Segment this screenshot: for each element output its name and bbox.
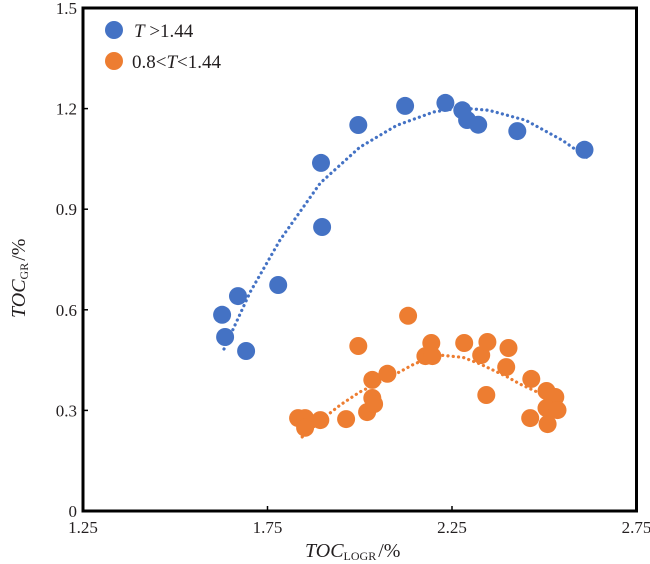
y-tick-label: 1.2 bbox=[56, 100, 77, 119]
data-point-series-1-5 bbox=[349, 337, 368, 355]
y-tick-label: 1.5 bbox=[56, 0, 77, 18]
data-point-series-1-15 bbox=[455, 334, 474, 352]
data-point-series-1-19 bbox=[499, 339, 518, 357]
x-axis-title-unit: /% bbox=[378, 540, 400, 562]
y-axis-title-unit: /% bbox=[8, 239, 30, 261]
data-point-series-1-20 bbox=[497, 358, 516, 377]
data-point-series-1-27 bbox=[538, 415, 557, 434]
data-point-series-1-13 bbox=[422, 334, 441, 352]
x-axis-title-main: TOC bbox=[305, 540, 344, 562]
data-point-series-0-8 bbox=[396, 96, 415, 115]
legend-label-0.8-t-1.44: 0.8<T<1.44 bbox=[132, 52, 222, 73]
data-point-series-1-22 bbox=[521, 409, 540, 428]
data-point-series-0-4 bbox=[269, 276, 288, 294]
data-point-series-1-3 bbox=[311, 411, 330, 430]
x-tick-label: 2.25 bbox=[437, 518, 467, 537]
x-tick-label: 1.25 bbox=[68, 518, 98, 537]
legend-pre: 0.8< bbox=[132, 52, 166, 73]
data-point-series-1-21 bbox=[522, 369, 541, 388]
x-tick-label: 2.75 bbox=[622, 518, 650, 537]
y-axis-title: TOCGR /% bbox=[8, 239, 31, 318]
y-axis-title-sub: GR bbox=[17, 263, 31, 280]
data-point-series-1-11 bbox=[399, 306, 418, 325]
legend-italic-t: T bbox=[166, 52, 178, 73]
data-point-series-0-13 bbox=[508, 122, 527, 141]
data-point-series-1-17 bbox=[478, 333, 497, 351]
data-point-series-0-14 bbox=[575, 140, 594, 159]
legend: T >1.44 0.8<T<1.44 bbox=[105, 21, 222, 73]
data-point-series-0-7 bbox=[349, 116, 368, 134]
legend-italic-t: T bbox=[134, 21, 146, 42]
data-point-series-1-2 bbox=[296, 418, 315, 437]
axis-ticks: 1.25 1.75 2.25 2.75 0 0.3 0.6 0.9 1.2 1.5 bbox=[56, 0, 650, 537]
trendline-series-1 bbox=[300, 353, 569, 439]
data-point-series-0-0 bbox=[213, 305, 232, 324]
x-axis-title: TOCLOGR/% bbox=[305, 540, 400, 563]
y-tick-label: 0.9 bbox=[56, 200, 77, 219]
legend-marker-0.8-t-1.44 bbox=[105, 52, 123, 70]
x-tick-label: 1.75 bbox=[253, 518, 283, 537]
legend-label-t-gt-1.44: T >1.44 bbox=[134, 21, 194, 42]
y-tick-label: 0.6 bbox=[56, 301, 77, 320]
data-point-series-1-18 bbox=[477, 386, 496, 404]
trendlines bbox=[222, 106, 593, 439]
legend-rest: >1.44 bbox=[145, 21, 194, 42]
data-points bbox=[213, 93, 594, 437]
trendline-series-0 bbox=[222, 106, 593, 351]
y-tick-label: 0 bbox=[69, 502, 78, 521]
y-tick-label: 0.3 bbox=[56, 401, 77, 420]
data-point-series-0-2 bbox=[229, 287, 247, 306]
data-point-series-1-8 bbox=[365, 395, 384, 413]
data-point-series-1-26 bbox=[548, 401, 567, 420]
data-point-series-0-1 bbox=[216, 328, 235, 346]
y-axis-title-main: TOC bbox=[8, 279, 30, 318]
legend-marker-t-gt-1.44 bbox=[105, 21, 123, 39]
data-point-series-0-6 bbox=[313, 218, 332, 236]
plot-frame bbox=[81, 6, 638, 513]
data-point-series-1-10 bbox=[378, 364, 397, 383]
data-point-series-0-5 bbox=[312, 153, 330, 172]
data-point-series-1-4 bbox=[337, 410, 356, 429]
data-point-series-0-3 bbox=[237, 342, 256, 360]
x-axis-title-sub: LOGR bbox=[344, 549, 377, 563]
data-point-series-1-14 bbox=[423, 347, 442, 366]
data-point-series-1-9 bbox=[363, 370, 382, 389]
legend-rest: <1.44 bbox=[177, 52, 221, 73]
data-point-series-0-9 bbox=[436, 93, 455, 112]
data-point-series-0-12 bbox=[469, 115, 488, 134]
